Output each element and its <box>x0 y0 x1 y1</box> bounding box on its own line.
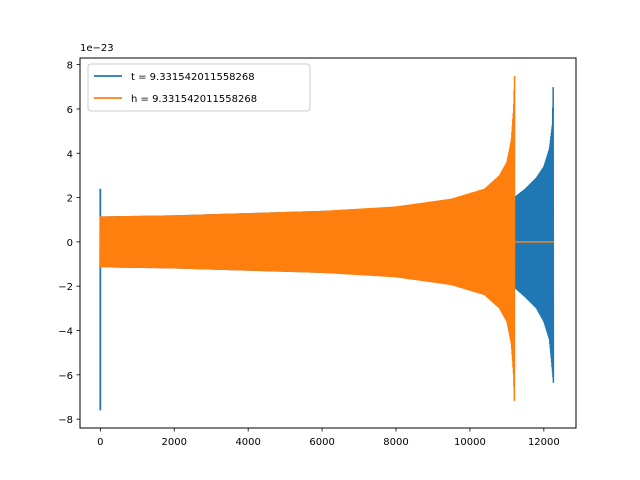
y-tick-label: 0 <box>67 238 73 249</box>
x-tick-label: 2000 <box>162 437 187 448</box>
plot-area <box>99 75 555 411</box>
x-tick-label: 10000 <box>454 437 486 448</box>
y-tick-label: 4 <box>67 149 73 160</box>
y-tick-label: 8 <box>67 61 73 72</box>
y-offset-text: 1e−23 <box>80 43 114 54</box>
legend-label: h = 9.331542011558268 <box>131 94 257 105</box>
y-tick-label: −6 <box>58 371 73 382</box>
x-axis: 0 2000 4000 6000 8000 10000 12000 <box>97 428 560 448</box>
series-h-line <box>99 75 516 401</box>
y-tick-label: 6 <box>67 105 73 116</box>
y-tick-label: −4 <box>58 327 73 338</box>
x-tick-label: 0 <box>97 437 103 448</box>
y-tick-label: −2 <box>58 282 73 293</box>
x-tick-label: 6000 <box>309 437 334 448</box>
x-tick-label: 12000 <box>528 437 560 448</box>
legend-box <box>87 63 311 112</box>
axes-frame <box>79 57 577 429</box>
x-tick-label: 4000 <box>235 437 260 448</box>
legend-label: t = 9.331542011558268 <box>131 72 255 83</box>
legend: t = 9.331542011558268 h = 9.3315420115582… <box>87 63 311 112</box>
y-tick-label: 2 <box>67 194 73 205</box>
y-tick-label: −8 <box>58 415 73 426</box>
y-axis: −8 −6 −4 −2 0 2 4 6 8 <box>58 61 80 426</box>
x-tick-label: 8000 <box>383 437 408 448</box>
